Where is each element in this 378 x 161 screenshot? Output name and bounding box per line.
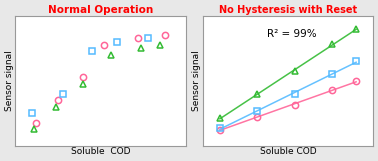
- Y-axis label: Sensor signal: Sensor signal: [192, 50, 201, 111]
- Title: Normal Operation: Normal Operation: [48, 5, 153, 15]
- X-axis label: Soluble COD: Soluble COD: [260, 147, 316, 156]
- Title: No Hysteresis with Reset: No Hysteresis with Reset: [219, 5, 357, 15]
- Text: R² = 99%: R² = 99%: [266, 29, 316, 39]
- X-axis label: Soluble  COD: Soluble COD: [71, 147, 130, 156]
- Y-axis label: Sensor signal: Sensor signal: [5, 50, 14, 111]
